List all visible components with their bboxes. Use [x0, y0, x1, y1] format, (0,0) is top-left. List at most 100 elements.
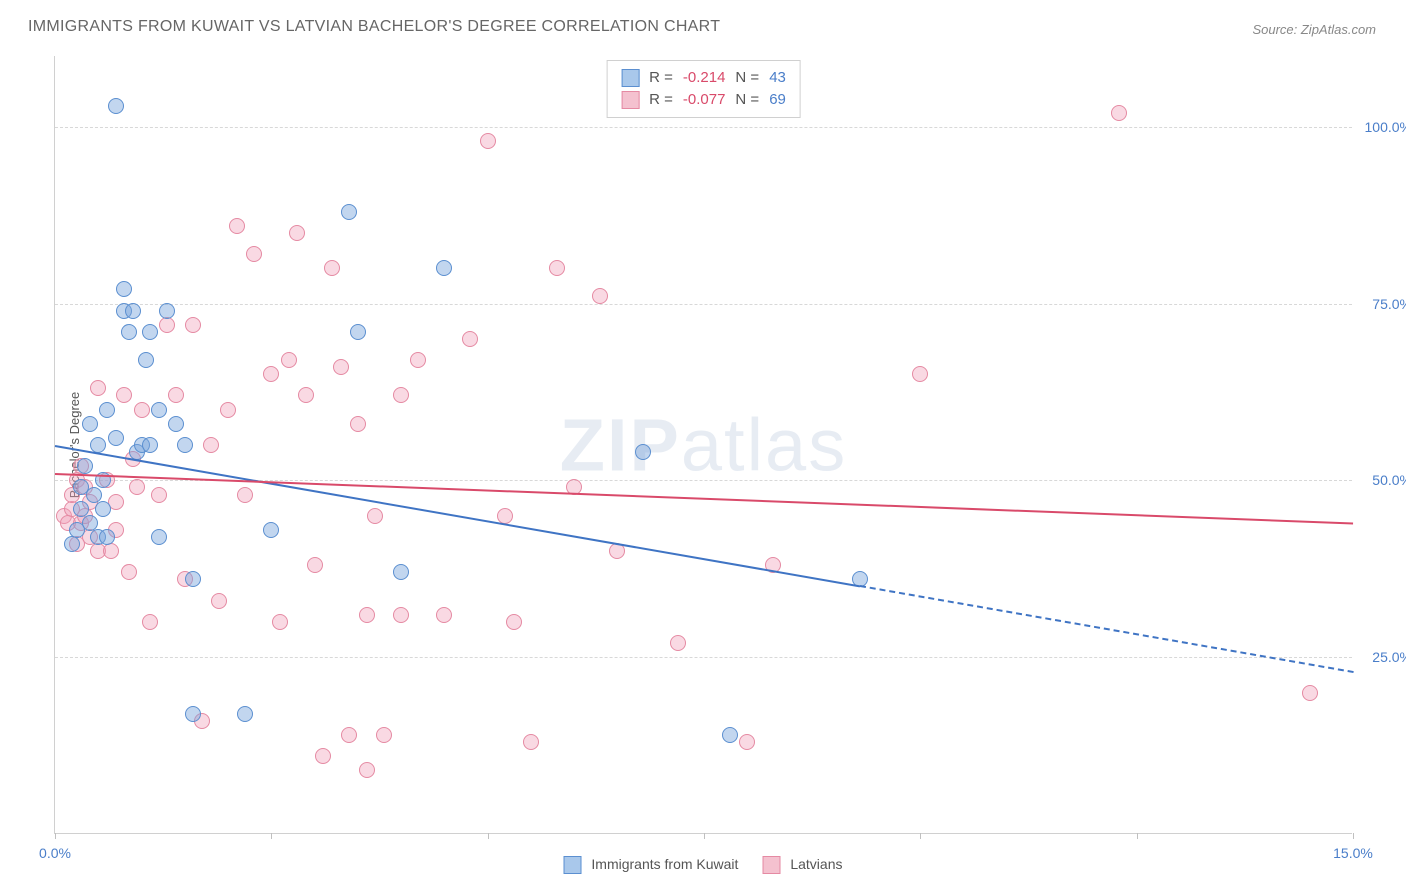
series-legend: Immigrants from Kuwait Latvians	[564, 856, 843, 874]
data-point	[142, 614, 158, 630]
trend-line	[55, 445, 860, 587]
data-point	[497, 508, 513, 524]
y-tick-label: 75.0%	[1372, 296, 1406, 312]
legend-swatch-latvians-icon	[762, 856, 780, 874]
data-point	[324, 260, 340, 276]
data-point	[341, 204, 357, 220]
data-point	[168, 387, 184, 403]
data-point	[159, 317, 175, 333]
data-point	[134, 402, 150, 418]
x-tick	[1353, 833, 1354, 839]
data-point	[359, 607, 375, 623]
data-point	[237, 487, 253, 503]
data-point	[151, 529, 167, 545]
data-point	[142, 324, 158, 340]
data-point	[393, 564, 409, 580]
legend-item-kuwait: Immigrants from Kuwait	[564, 856, 739, 874]
data-point	[138, 352, 154, 368]
trend-line-extrapolated	[860, 585, 1354, 673]
data-point	[237, 706, 253, 722]
data-point	[103, 543, 119, 559]
data-point	[151, 402, 167, 418]
data-point	[90, 380, 106, 396]
data-point	[480, 133, 496, 149]
data-point	[393, 387, 409, 403]
data-point	[121, 324, 137, 340]
data-point	[116, 281, 132, 297]
data-point	[350, 416, 366, 432]
legend-row-kuwait: R = -0.214 N = 43	[621, 67, 786, 89]
data-point	[359, 762, 375, 778]
data-point	[108, 430, 124, 446]
data-point	[722, 727, 738, 743]
x-tick	[1137, 833, 1138, 839]
data-point	[376, 727, 392, 743]
watermark: ZIPatlas	[560, 402, 847, 487]
data-point	[523, 734, 539, 750]
y-tick-label: 100.0%	[1365, 119, 1406, 135]
data-point	[203, 437, 219, 453]
data-point	[462, 331, 478, 347]
data-point	[263, 366, 279, 382]
data-point	[739, 734, 755, 750]
data-point	[436, 260, 452, 276]
correlation-legend: R = -0.214 N = 43 R = -0.077 N = 69	[606, 60, 801, 118]
data-point	[185, 317, 201, 333]
data-point	[185, 706, 201, 722]
data-point	[185, 571, 201, 587]
scatter-chart: ZIPatlas Bachelor's Degree R = -0.214 N …	[54, 56, 1352, 834]
legend-item-latvians: Latvians	[762, 856, 842, 874]
data-point	[168, 416, 184, 432]
data-point	[99, 402, 115, 418]
data-point	[121, 564, 137, 580]
data-point	[393, 607, 409, 623]
legend-row-latvians: R = -0.077 N = 69	[621, 89, 786, 111]
chart-title: IMMIGRANTS FROM KUWAIT VS LATVIAN BACHEL…	[28, 18, 720, 36]
data-point	[263, 522, 279, 538]
gridline	[55, 304, 1352, 305]
x-tick-label: 0.0%	[39, 845, 71, 861]
data-point	[220, 402, 236, 418]
data-point	[64, 536, 80, 552]
data-point	[410, 352, 426, 368]
data-point	[116, 387, 132, 403]
x-tick	[488, 833, 489, 839]
data-point	[670, 635, 686, 651]
data-point	[142, 437, 158, 453]
data-point	[99, 529, 115, 545]
data-point	[307, 557, 323, 573]
data-point	[912, 366, 928, 382]
gridline	[55, 657, 1352, 658]
data-point	[315, 748, 331, 764]
data-point	[635, 444, 651, 460]
data-point	[246, 246, 262, 262]
data-point	[281, 352, 297, 368]
data-point	[341, 727, 357, 743]
data-point	[272, 614, 288, 630]
data-point	[129, 479, 145, 495]
legend-swatch-latvians	[621, 91, 639, 109]
data-point	[506, 614, 522, 630]
data-point	[177, 437, 193, 453]
data-point	[549, 260, 565, 276]
data-point	[211, 593, 227, 609]
legend-swatch-kuwait	[621, 69, 639, 87]
data-point	[159, 303, 175, 319]
x-tick	[271, 833, 272, 839]
data-point	[95, 501, 111, 517]
data-point	[333, 359, 349, 375]
x-tick	[920, 833, 921, 839]
data-point	[298, 387, 314, 403]
x-tick-label: 15.0%	[1333, 845, 1373, 861]
legend-swatch-kuwait-icon	[564, 856, 582, 874]
data-point	[436, 607, 452, 623]
y-tick-label: 25.0%	[1372, 649, 1406, 665]
data-point	[350, 324, 366, 340]
data-point	[82, 416, 98, 432]
y-tick-label: 50.0%	[1372, 472, 1406, 488]
x-tick	[55, 833, 56, 839]
source-attribution: Source: ZipAtlas.com	[1252, 22, 1376, 37]
data-point	[592, 288, 608, 304]
data-point	[77, 458, 93, 474]
data-point	[1302, 685, 1318, 701]
